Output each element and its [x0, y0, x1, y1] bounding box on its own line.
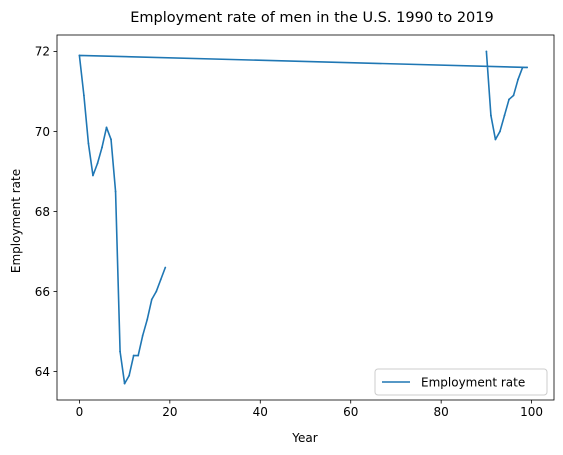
y-axis-ticks: 64 66 68 70 72	[35, 45, 57, 379]
data-point	[92, 174, 94, 177]
x-axis-label: Year	[291, 431, 317, 445]
x-tick-label: 100	[520, 405, 543, 419]
data-point	[146, 318, 149, 321]
legend: Employment rate	[374, 368, 548, 396]
x-axis-ticks: 0 20 40 60 80 100	[76, 400, 543, 419]
data-point	[150, 298, 153, 301]
data-point	[123, 382, 126, 385]
series-line	[78, 51, 528, 385]
data-point	[114, 190, 117, 193]
legend-box	[374, 368, 548, 396]
data-point	[164, 266, 167, 269]
data-point	[119, 350, 121, 353]
legend-label: Employment rate	[421, 376, 525, 390]
data-point	[101, 146, 103, 149]
series-points	[78, 50, 528, 385]
data-point	[503, 114, 506, 117]
data-point	[521, 66, 524, 69]
y-tick-label: 72	[35, 45, 50, 59]
data-point	[494, 138, 497, 141]
y-tick-label: 68	[35, 205, 50, 219]
data-point	[87, 142, 90, 145]
y-axis-label: Employment rate	[9, 169, 23, 273]
x-tick-label: 80	[434, 405, 449, 419]
y-tick-label: 70	[35, 125, 50, 139]
plot-area	[56, 34, 555, 401]
x-tick-label: 0	[76, 405, 84, 419]
data-point	[83, 94, 85, 97]
data-point	[526, 66, 528, 69]
y-tick-label: 66	[35, 285, 50, 299]
x-tick-label: 40	[253, 405, 268, 419]
data-point	[78, 54, 81, 57]
data-point	[512, 94, 515, 97]
chart-title: Employment rate of men in the U.S. 1990 …	[130, 10, 493, 26]
data-point	[517, 78, 519, 81]
axes-frame	[56, 34, 555, 401]
data-point	[159, 278, 162, 281]
data-point	[105, 126, 108, 129]
data-point	[110, 138, 112, 141]
data-point	[132, 354, 135, 357]
data-point	[155, 290, 158, 293]
data-point	[485, 50, 488, 53]
x-tick-label: 60	[343, 405, 358, 419]
data-point	[137, 354, 140, 357]
data-point	[508, 98, 510, 101]
data-point	[499, 130, 501, 133]
plot-background	[57, 35, 554, 400]
data-point	[141, 334, 144, 337]
data-point	[96, 162, 99, 165]
x-tick-label: 20	[162, 405, 177, 419]
data-point	[490, 114, 492, 117]
data-point	[128, 374, 131, 377]
y-tick-label: 64	[35, 365, 50, 379]
